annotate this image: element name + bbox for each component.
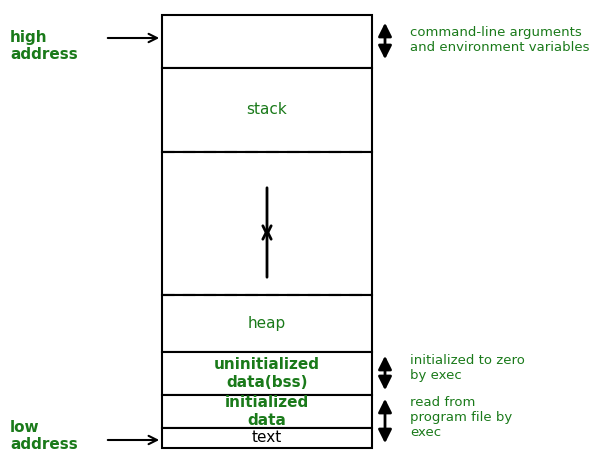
Text: heap: heap xyxy=(248,316,286,331)
Bar xyxy=(162,428,372,448)
Bar xyxy=(162,395,372,428)
Text: low
address: low address xyxy=(10,420,78,452)
Text: initialized to zero
by exec: initialized to zero by exec xyxy=(410,354,525,382)
Bar xyxy=(162,295,372,352)
Text: command-line arguments
and environment variables: command-line arguments and environment v… xyxy=(410,26,590,54)
Bar xyxy=(162,152,372,295)
Text: text: text xyxy=(252,431,282,445)
Bar xyxy=(162,352,372,395)
Text: stack: stack xyxy=(247,102,287,118)
Bar xyxy=(162,68,372,152)
Text: uninitialized
data(bss): uninitialized data(bss) xyxy=(214,357,320,390)
Text: initialized
data: initialized data xyxy=(225,395,309,428)
Text: high
address: high address xyxy=(10,30,78,63)
Bar xyxy=(162,15,372,68)
Text: read from
program file by
exec: read from program file by exec xyxy=(410,396,512,439)
